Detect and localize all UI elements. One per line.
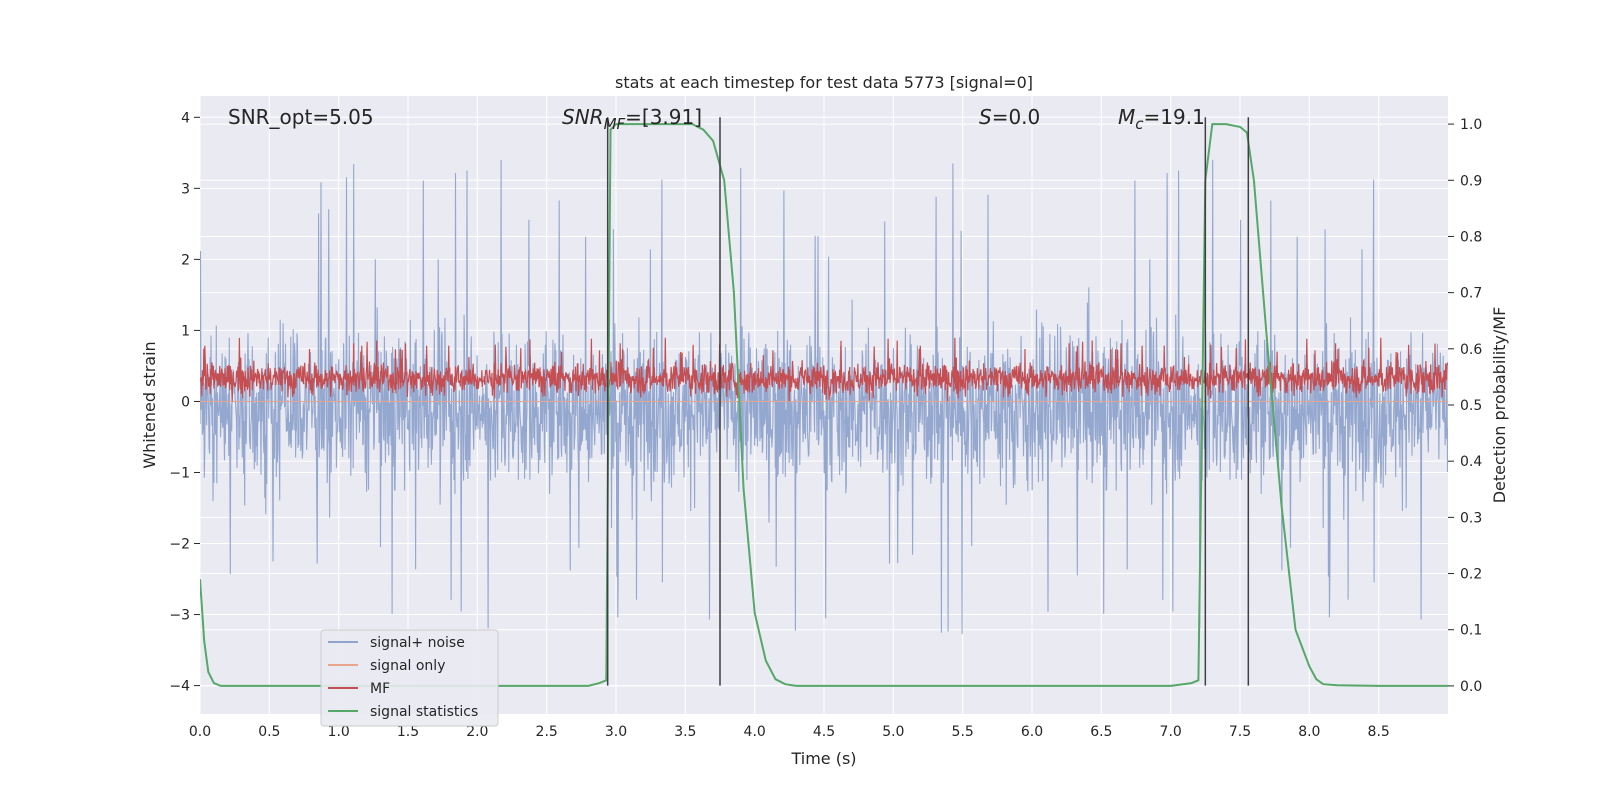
legend-label-signal-noise: signal+ noise <box>370 635 465 651</box>
y-ticks: −4 −3 −2 −1 0 1 2 3 4 <box>169 110 200 695</box>
snr-mf-symbol: SNR <box>562 105 604 129</box>
y-axis-label: Whitened strain <box>140 341 159 468</box>
s-symbol: S <box>979 105 992 129</box>
y-tick-label: −4 <box>169 679 190 695</box>
x-tick-label: 8.5 <box>1368 724 1390 740</box>
x-tick-label: 0.0 <box>189 724 211 740</box>
legend-label-signal-only: signal only <box>370 658 445 674</box>
x-tick-label: 3.5 <box>674 724 696 740</box>
annotation-snr-opt: SNR_opt=5.05 <box>228 105 374 129</box>
y2-axis-label: Detection probability/MF <box>1490 307 1509 504</box>
y2-tick-label: 0.6 <box>1460 342 1482 358</box>
mc-symbol: M <box>1118 105 1135 129</box>
y2-tick-label: 0.1 <box>1460 623 1482 639</box>
y-tick-label: 1 <box>181 323 190 339</box>
y2-tick-label: 1.0 <box>1460 117 1482 133</box>
y-tick-label: −3 <box>169 608 190 624</box>
y2-tick-label: 0.5 <box>1460 398 1482 414</box>
y-tick-label: −1 <box>169 465 190 481</box>
y2-tick-label: 0.0 <box>1460 679 1482 695</box>
x-tick-label: 4.5 <box>813 724 835 740</box>
x-axis-label: Time (s) <box>790 749 856 768</box>
x-tick-label: 3.0 <box>605 724 627 740</box>
x-tick-label: 2.5 <box>536 724 558 740</box>
y-tick-label: 0 <box>181 394 190 410</box>
y2-tick-label: 0.7 <box>1460 286 1482 302</box>
series-signal-noise <box>200 159 1448 635</box>
mc-subscript: c <box>1135 115 1144 133</box>
y2-tick-label: 0.9 <box>1460 173 1482 189</box>
legend-box <box>320 629 499 727</box>
y2-tick-label: 0.8 <box>1460 229 1482 245</box>
x-tick-label: 2.0 <box>466 724 488 740</box>
x-tick-label: 5.0 <box>882 724 904 740</box>
data-layer <box>200 123 1448 687</box>
x-ticks: 0.0 0.5 1.0 1.5 2.0 2.5 3.0 3.5 4.0 4.5 5.0 5.5 6.0 6… <box>189 724 1390 740</box>
legend-label-signal-statistics: signal statistics <box>370 704 478 720</box>
y-tick-label: 4 <box>181 110 190 126</box>
x-tick-label: 1.0 <box>328 724 350 740</box>
y2-tick-label: 0.2 <box>1460 567 1482 583</box>
chart-title: stats at each timestep for test data 577… <box>615 73 1033 92</box>
x-tick-label: 6.0 <box>1021 724 1043 740</box>
x-tick-label: 4.0 <box>744 724 766 740</box>
legend-label-mf: MF <box>370 681 390 697</box>
y2-tick-label: 0.4 <box>1460 454 1482 470</box>
x-tick-label: 7.0 <box>1160 724 1182 740</box>
vertical-markers <box>606 117 1250 686</box>
x-tick-label: 6.5 <box>1090 724 1112 740</box>
y-tick-label: 2 <box>181 252 190 268</box>
annotation-s: S=0.0 <box>979 105 1040 129</box>
x-tick-label: 8.0 <box>1298 724 1320 740</box>
mc-value: =19.1 <box>1144 105 1205 129</box>
snr-mf-value: =[3.91] <box>625 105 702 129</box>
x-tick-label: 0.5 <box>258 724 280 740</box>
y-tick-label: −2 <box>169 537 190 553</box>
annotation-mc: Mc=19.1 <box>1118 105 1205 133</box>
x-tick-label: 1.5 <box>397 724 419 740</box>
y2-ticks: 0.0 0.1 0.2 0.3 0.4 0.5 0.6 0.7 0.8 0.9 1.0 <box>1448 117 1482 695</box>
x-tick-label: 7.5 <box>1229 724 1251 740</box>
annotation-snr-mf: SNRMF=[3.91] <box>562 105 702 133</box>
series-mf <box>200 337 1448 402</box>
legend: signal+ noise signal only MF signal stat… <box>320 629 499 727</box>
x-tick-label: 5.5 <box>952 724 974 740</box>
y-tick-label: 3 <box>181 181 190 197</box>
s-value: =0.0 <box>992 105 1041 129</box>
snr-mf-subscript: MF <box>604 115 626 133</box>
y2-tick-label: 0.3 <box>1460 510 1482 526</box>
